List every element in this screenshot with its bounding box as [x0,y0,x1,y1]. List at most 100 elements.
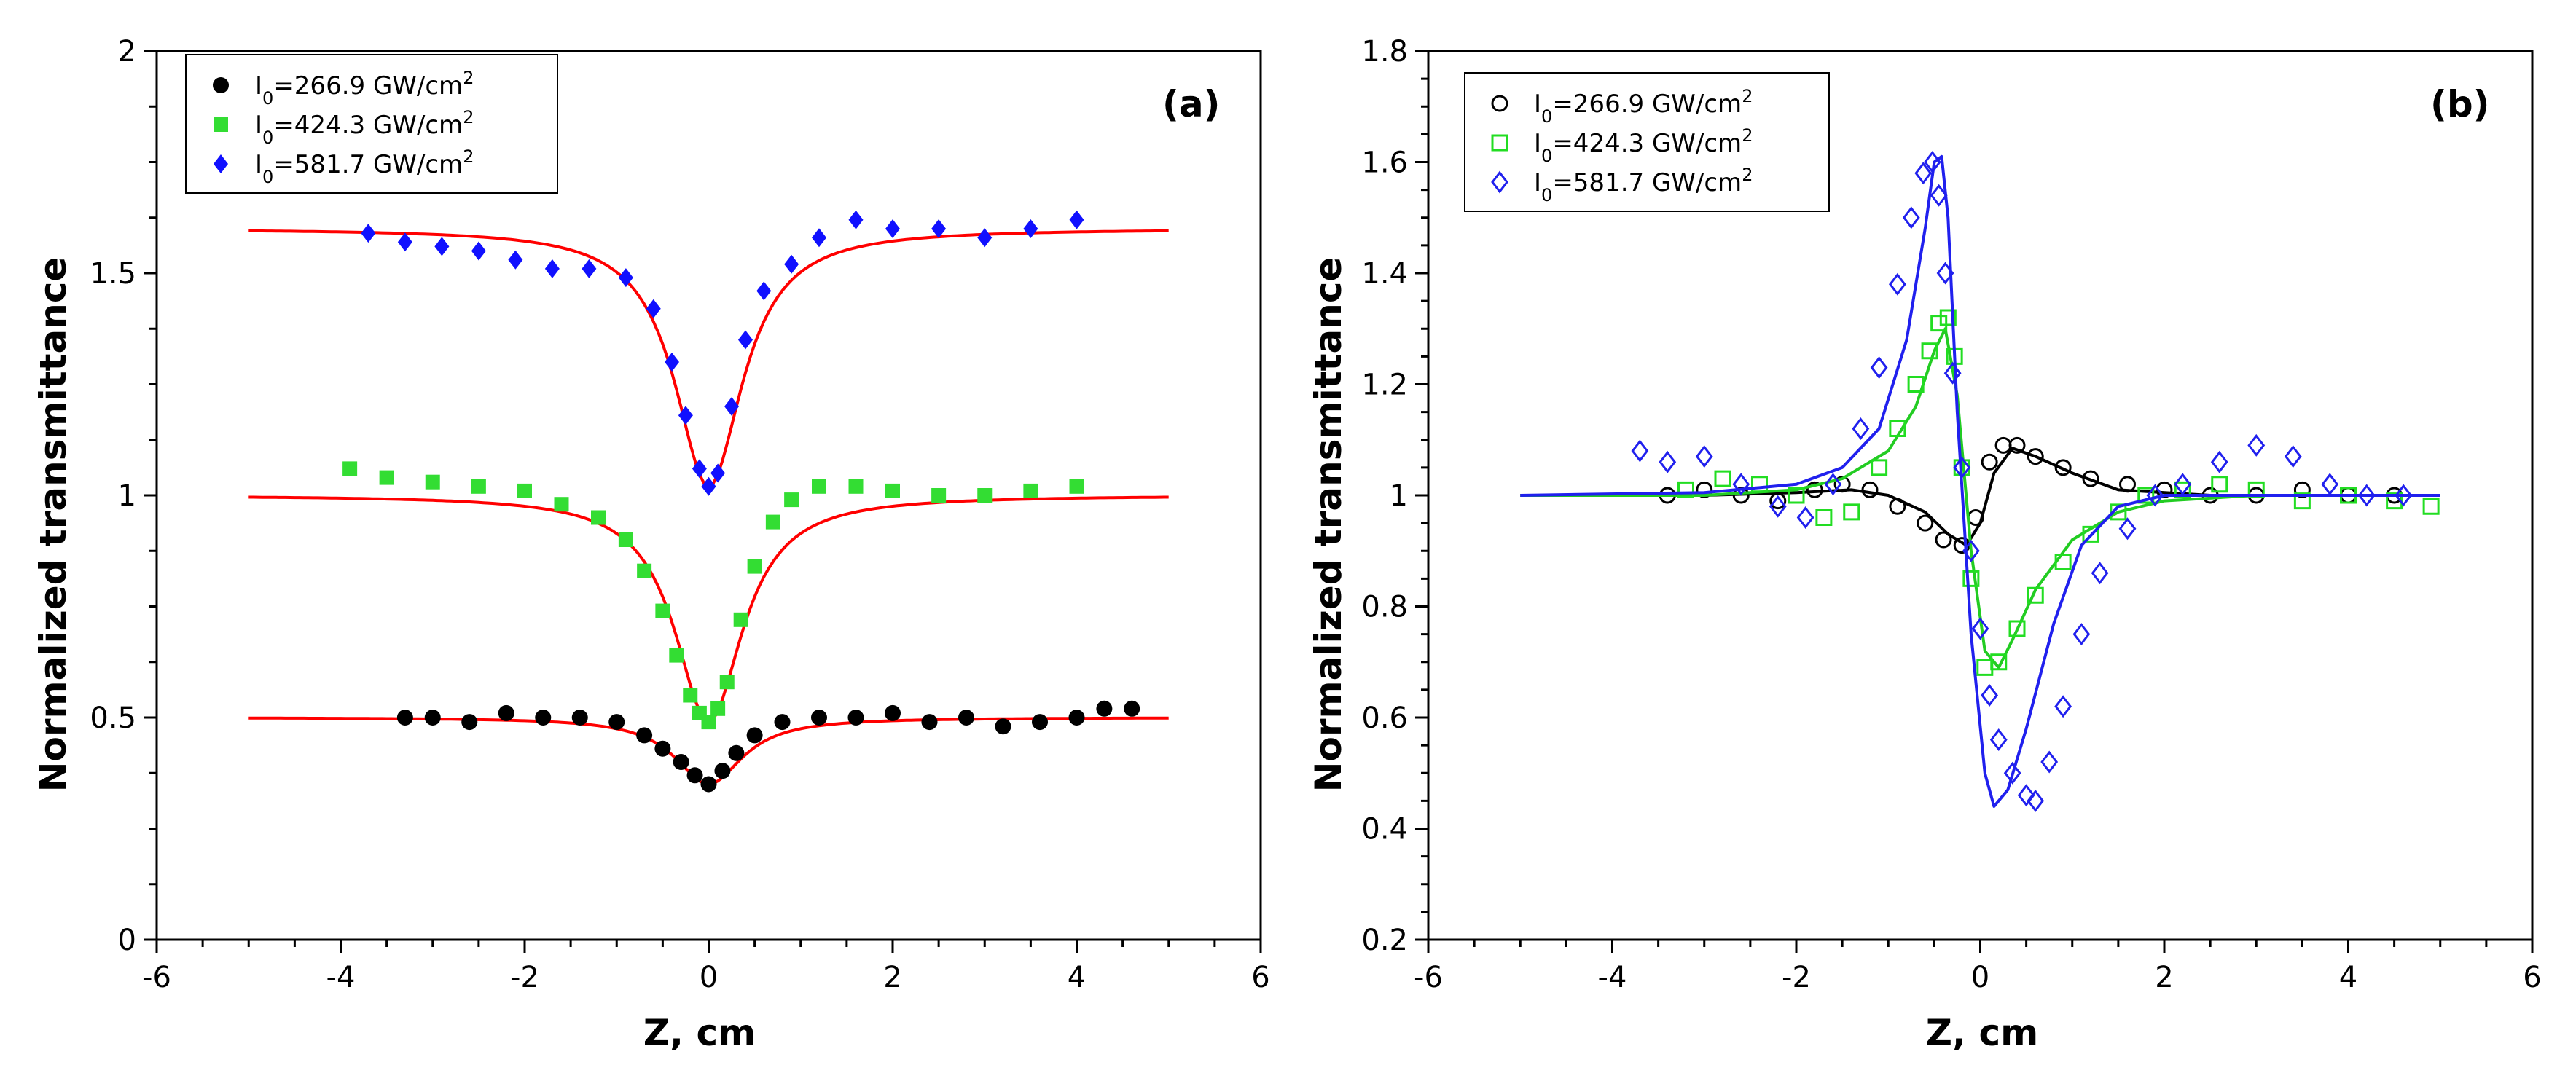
legend-box [1464,72,1830,212]
data-point-series-1 [1023,483,1038,498]
data-point-series-0 [636,727,653,744]
data-point-series-0 [396,710,413,726]
legend-label-part: =581.7 GW/cm [273,150,463,179]
data-point-series-0 [2082,470,2099,487]
panel-b-plot-area [1520,151,2440,812]
data-point-series-1 [591,510,606,525]
y-tick-label: 0 [118,924,136,957]
data-point-series-2 [2174,473,2192,496]
data-point-series-0 [424,710,441,726]
legend-label-part: =424.3 GW/cm [1552,129,1742,158]
legend-label-series-1: I0=424.3 GW/cm2 [255,107,474,148]
data-point-series-1 [342,461,358,476]
data-point-series-1 [2082,525,2099,543]
data-point-series-0 [2119,476,2136,493]
legend-marker-series-1 [214,117,228,132]
data-point-series-1 [1939,309,1957,326]
data-point-series-1 [1907,376,1925,393]
data-point-series-0 [1981,453,1998,471]
data-point-series-1 [1751,476,1768,493]
legend-label-part: 0 [262,127,273,148]
data-point-series-2 [508,250,523,270]
data-point-series-2 [646,299,661,318]
data-point-series-2 [2091,562,2109,585]
data-point-series-1 [2054,554,2072,570]
data-point-series-2 [434,237,450,256]
data-point-series-1 [517,483,532,498]
panel-a-y-axis-title: Normalized transmittance [32,257,74,793]
data-point-series-0 [1769,492,1787,510]
legend-label-part: 0 [262,88,273,109]
data-point-series-1 [1069,479,1084,494]
panel-b-x-axis-title: Z, cm [1926,1012,2038,1054]
x-tick-label: -4 [1598,961,1627,994]
data-point-series-1 [784,492,799,508]
x-tick-label: 6 [2523,961,2541,994]
data-point-series-0 [1696,481,1713,498]
data-point-series-1 [2247,481,2265,498]
legend-label-part: 2 [463,107,474,127]
legend-label-series-2: I0=581.7 GW/cm2 [1534,165,1753,205]
data-point-series-1 [1871,459,1888,476]
data-point-series-2 [2040,750,2059,774]
y-tick-label: 1.5 [90,257,136,291]
data-point-series-0 [2027,448,2044,465]
data-point-series-1 [2137,487,2155,504]
data-point-series-2 [2146,484,2164,507]
data-point-series-1 [977,488,993,503]
data-point-series-1 [1921,342,1938,360]
legend-label-part: 0 [1541,146,1552,166]
panel-b-axes: -6 -4 -2 0 2 4 6 0.2 0.4 0.6 0.8 1 1.2 1.4 1.6 1.8 [1361,35,2541,994]
y-tick-label: 0.2 [1361,924,1408,957]
data-point-series-2 [544,259,560,278]
data-point-series-1 [669,648,684,663]
legend-label-part: I [1534,129,1541,158]
panel-a-x-axis-title: Z, cm [643,1012,756,1054]
data-point-series-2 [2210,450,2228,473]
data-point-series-0 [498,704,514,721]
data-point-series-1 [2211,476,2228,493]
data-point-series-2 [1971,617,1989,640]
legend-marker-series-1 [1491,134,1508,152]
data-point-series-0 [1861,481,1879,498]
data-point-series-2 [1631,439,1649,463]
data-point-series-0 [1096,700,1113,717]
x-tick-label: -6 [1414,961,1443,994]
data-point-series-0 [921,714,938,731]
legend-label-part: =581.7 GW/cm [1552,168,1742,197]
panel-a-axes: -6 -4 -2 0 2 4 6 0 0.5 1 1.5 2 [90,35,1269,994]
data-point-series-2 [2017,784,2035,807]
y-tick-label: 1 [1390,479,1408,513]
data-point-series-2 [1769,495,1787,518]
legend-label-part: =266.9 GW/cm [273,71,463,101]
legend-label-series-2: I0=581.7 GW/cm2 [255,146,474,187]
data-point-series-2 [2284,445,2302,468]
fit-line-series-1 [1520,327,2440,669]
x-tick-label: -6 [142,961,171,994]
x-tick-label: 2 [883,961,901,994]
panel-b-label: (b) [2430,83,2490,125]
legend-label-part: I [255,71,262,101]
data-point-series-0 [847,710,864,726]
legend-marker-series-0 [1491,95,1508,112]
x-tick-label: -4 [326,961,356,994]
legend-label-part: =266.9 GW/cm [1552,90,1742,119]
data-point-series-2 [2395,484,2413,507]
data-point-series-2 [885,219,900,238]
data-point-series-1 [733,612,748,627]
data-point-series-2 [977,228,993,248]
legend-marker-series-2 [1491,170,1508,194]
panel-a-label: (a) [1162,83,1220,125]
data-point-series-0 [686,767,703,784]
data-point-series-2 [1732,473,1750,496]
data-point-series-2 [618,268,633,288]
data-point-series-0 [714,763,731,779]
data-point-series-0 [746,727,763,744]
y-tick-label: 2 [118,35,136,68]
data-point-series-2 [2321,473,2339,496]
legend-label-part: 0 [262,167,273,187]
data-point-series-2 [2118,517,2137,541]
data-point-series-0 [811,710,827,726]
data-point-series-1 [471,479,486,494]
data-point-series-2 [1953,456,1971,479]
